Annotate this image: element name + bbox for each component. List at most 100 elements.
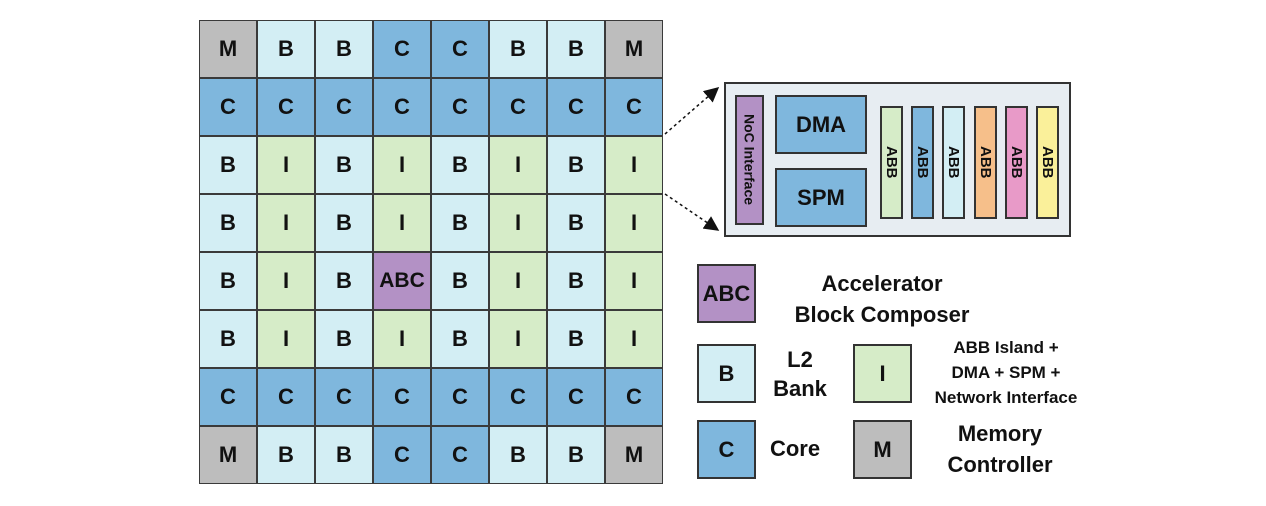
noc-interface-label: NoC Interface xyxy=(741,114,758,206)
grid-cell-r4-c2: B xyxy=(315,252,373,310)
grid-cell-r1-c4: C xyxy=(431,78,489,136)
zoom-arrow-bottom xyxy=(664,193,720,231)
grid-cell-r1-c0: C xyxy=(199,78,257,136)
abb-block-5: ABB xyxy=(1005,106,1028,219)
grid-cell-r7-c7: M xyxy=(605,426,663,484)
grid-cell-r4-c1: I xyxy=(257,252,315,310)
grid-cell-r4-c0: B xyxy=(199,252,257,310)
grid-cell-r2-c0: B xyxy=(199,136,257,194)
tile-grid: M B B C C B B M C C C C C C C C B I B I B I B I B I B I B I B I B I B ABC B I… xyxy=(199,20,663,484)
abb-label: ABB xyxy=(914,146,931,179)
grid-cell-r5-c1: I xyxy=(257,310,315,368)
legend-c-text: Core xyxy=(762,434,828,463)
abb-block-3: ABB xyxy=(942,106,965,219)
legend-c-line1: Core xyxy=(769,436,821,461)
grid-cell-r1-c3: C xyxy=(373,78,431,136)
legend-i-code: I xyxy=(879,360,886,386)
grid-cell-r2-c6: B xyxy=(547,136,605,194)
dma-label: DMA xyxy=(795,111,847,137)
grid-cell-r3-c1: I xyxy=(257,194,315,252)
grid-cell-r2-c1: I xyxy=(257,136,315,194)
grid-cell-r6-c2: C xyxy=(315,368,373,426)
island-detail-panel: NoC Interface DMA SPM ABB ABB ABB ABB ABB ABB xyxy=(724,82,1071,237)
legend-b-line2: Bank xyxy=(773,376,827,401)
legend-i-line3: Network Interface xyxy=(934,388,1078,407)
legend-i-line2: DMA + SPM + xyxy=(951,363,1061,382)
grid-cell-r4-c3: ABC xyxy=(373,252,431,310)
grid-cell-r7-c5: B xyxy=(489,426,547,484)
abb-block-6: ABB xyxy=(1036,106,1059,219)
legend-abc-line2: Block Composer xyxy=(794,302,970,327)
grid-cell-r1-c5: C xyxy=(489,78,547,136)
grid-cell-r2-c7: I xyxy=(605,136,663,194)
grid-cell-r3-c3: I xyxy=(373,194,431,252)
grid-cell-r0-c1: B xyxy=(257,20,315,78)
abb-label: ABB xyxy=(977,146,994,179)
legend-m-code: M xyxy=(873,436,892,462)
legend-m-line1: Memory xyxy=(957,421,1043,446)
grid-cell-r4-c4: B xyxy=(431,252,489,310)
legend-b-text: L2 Bank xyxy=(761,345,839,403)
noc-interface-block: NoC Interface xyxy=(735,95,764,225)
legend-b-code: B xyxy=(718,360,735,386)
legend-i-text: ABB Island + DMA + SPM + Network Interfa… xyxy=(910,335,1102,410)
abb-block-1: ABB xyxy=(880,106,903,219)
abb-label: ABB xyxy=(1008,146,1025,179)
grid-cell-r7-c4: C xyxy=(431,426,489,484)
legend-abc-line1: Accelerator xyxy=(821,271,943,296)
grid-cell-r5-c2: B xyxy=(315,310,373,368)
legend-i-swatch: I xyxy=(853,344,912,403)
legend-abc-swatch: ABC xyxy=(697,264,756,323)
grid-cell-r7-c1: B xyxy=(257,426,315,484)
grid-cell-r2-c5: I xyxy=(489,136,547,194)
grid-cell-r5-c6: B xyxy=(547,310,605,368)
grid-cell-r5-c7: I xyxy=(605,310,663,368)
grid-cell-r3-c6: B xyxy=(547,194,605,252)
grid-cell-r4-c7: I xyxy=(605,252,663,310)
grid-cell-r1-c1: C xyxy=(257,78,315,136)
grid-cell-r3-c5: I xyxy=(489,194,547,252)
legend-abc-text: Accelerator Block Composer xyxy=(768,268,996,330)
legend-c-swatch: C xyxy=(697,420,756,479)
grid-cell-r7-c0: M xyxy=(199,426,257,484)
grid-cell-r0-c0: M xyxy=(199,20,257,78)
grid-cell-r1-c7: C xyxy=(605,78,663,136)
grid-cell-r5-c0: B xyxy=(199,310,257,368)
legend-m-line2: Controller xyxy=(947,452,1053,477)
legend-m-text: Memory Controller xyxy=(922,418,1078,480)
spm-label: SPM xyxy=(797,184,845,210)
grid-cell-r7-c6: B xyxy=(547,426,605,484)
grid-cell-r3-c2: B xyxy=(315,194,373,252)
grid-cell-r6-c5: C xyxy=(489,368,547,426)
dma-block: DMA xyxy=(775,95,867,154)
grid-cell-r0-c5: B xyxy=(489,20,547,78)
grid-cell-r0-c2: B xyxy=(315,20,373,78)
grid-cell-r3-c0: B xyxy=(199,194,257,252)
abb-label: ABB xyxy=(1039,146,1056,179)
abb-block-2: ABB xyxy=(911,106,934,219)
grid-cell-r0-c4: C xyxy=(431,20,489,78)
legend-c-code: C xyxy=(718,436,735,462)
abb-label: ABB xyxy=(945,146,962,179)
legend-abc-code: ABC xyxy=(702,280,751,306)
grid-cell-r6-c1: C xyxy=(257,368,315,426)
grid-cell-r6-c0: C xyxy=(199,368,257,426)
grid-cell-r2-c2: B xyxy=(315,136,373,194)
grid-cell-r2-c4: B xyxy=(431,136,489,194)
grid-cell-r3-c4: B xyxy=(431,194,489,252)
abb-label: ABB xyxy=(883,146,900,179)
grid-cell-r4-c5: I xyxy=(489,252,547,310)
grid-cell-r6-c4: C xyxy=(431,368,489,426)
grid-cell-r0-c3: C xyxy=(373,20,431,78)
grid-cell-r1-c2: C xyxy=(315,78,373,136)
grid-cell-r0-c6: B xyxy=(547,20,605,78)
spm-block: SPM xyxy=(775,168,867,227)
grid-cell-r6-c7: C xyxy=(605,368,663,426)
zoom-arrow-top xyxy=(664,87,720,135)
grid-cell-r6-c3: C xyxy=(373,368,431,426)
grid-cell-r0-c7: M xyxy=(605,20,663,78)
grid-cell-r3-c7: I xyxy=(605,194,663,252)
legend-b-swatch: B xyxy=(697,344,756,403)
grid-cell-r7-c3: C xyxy=(373,426,431,484)
